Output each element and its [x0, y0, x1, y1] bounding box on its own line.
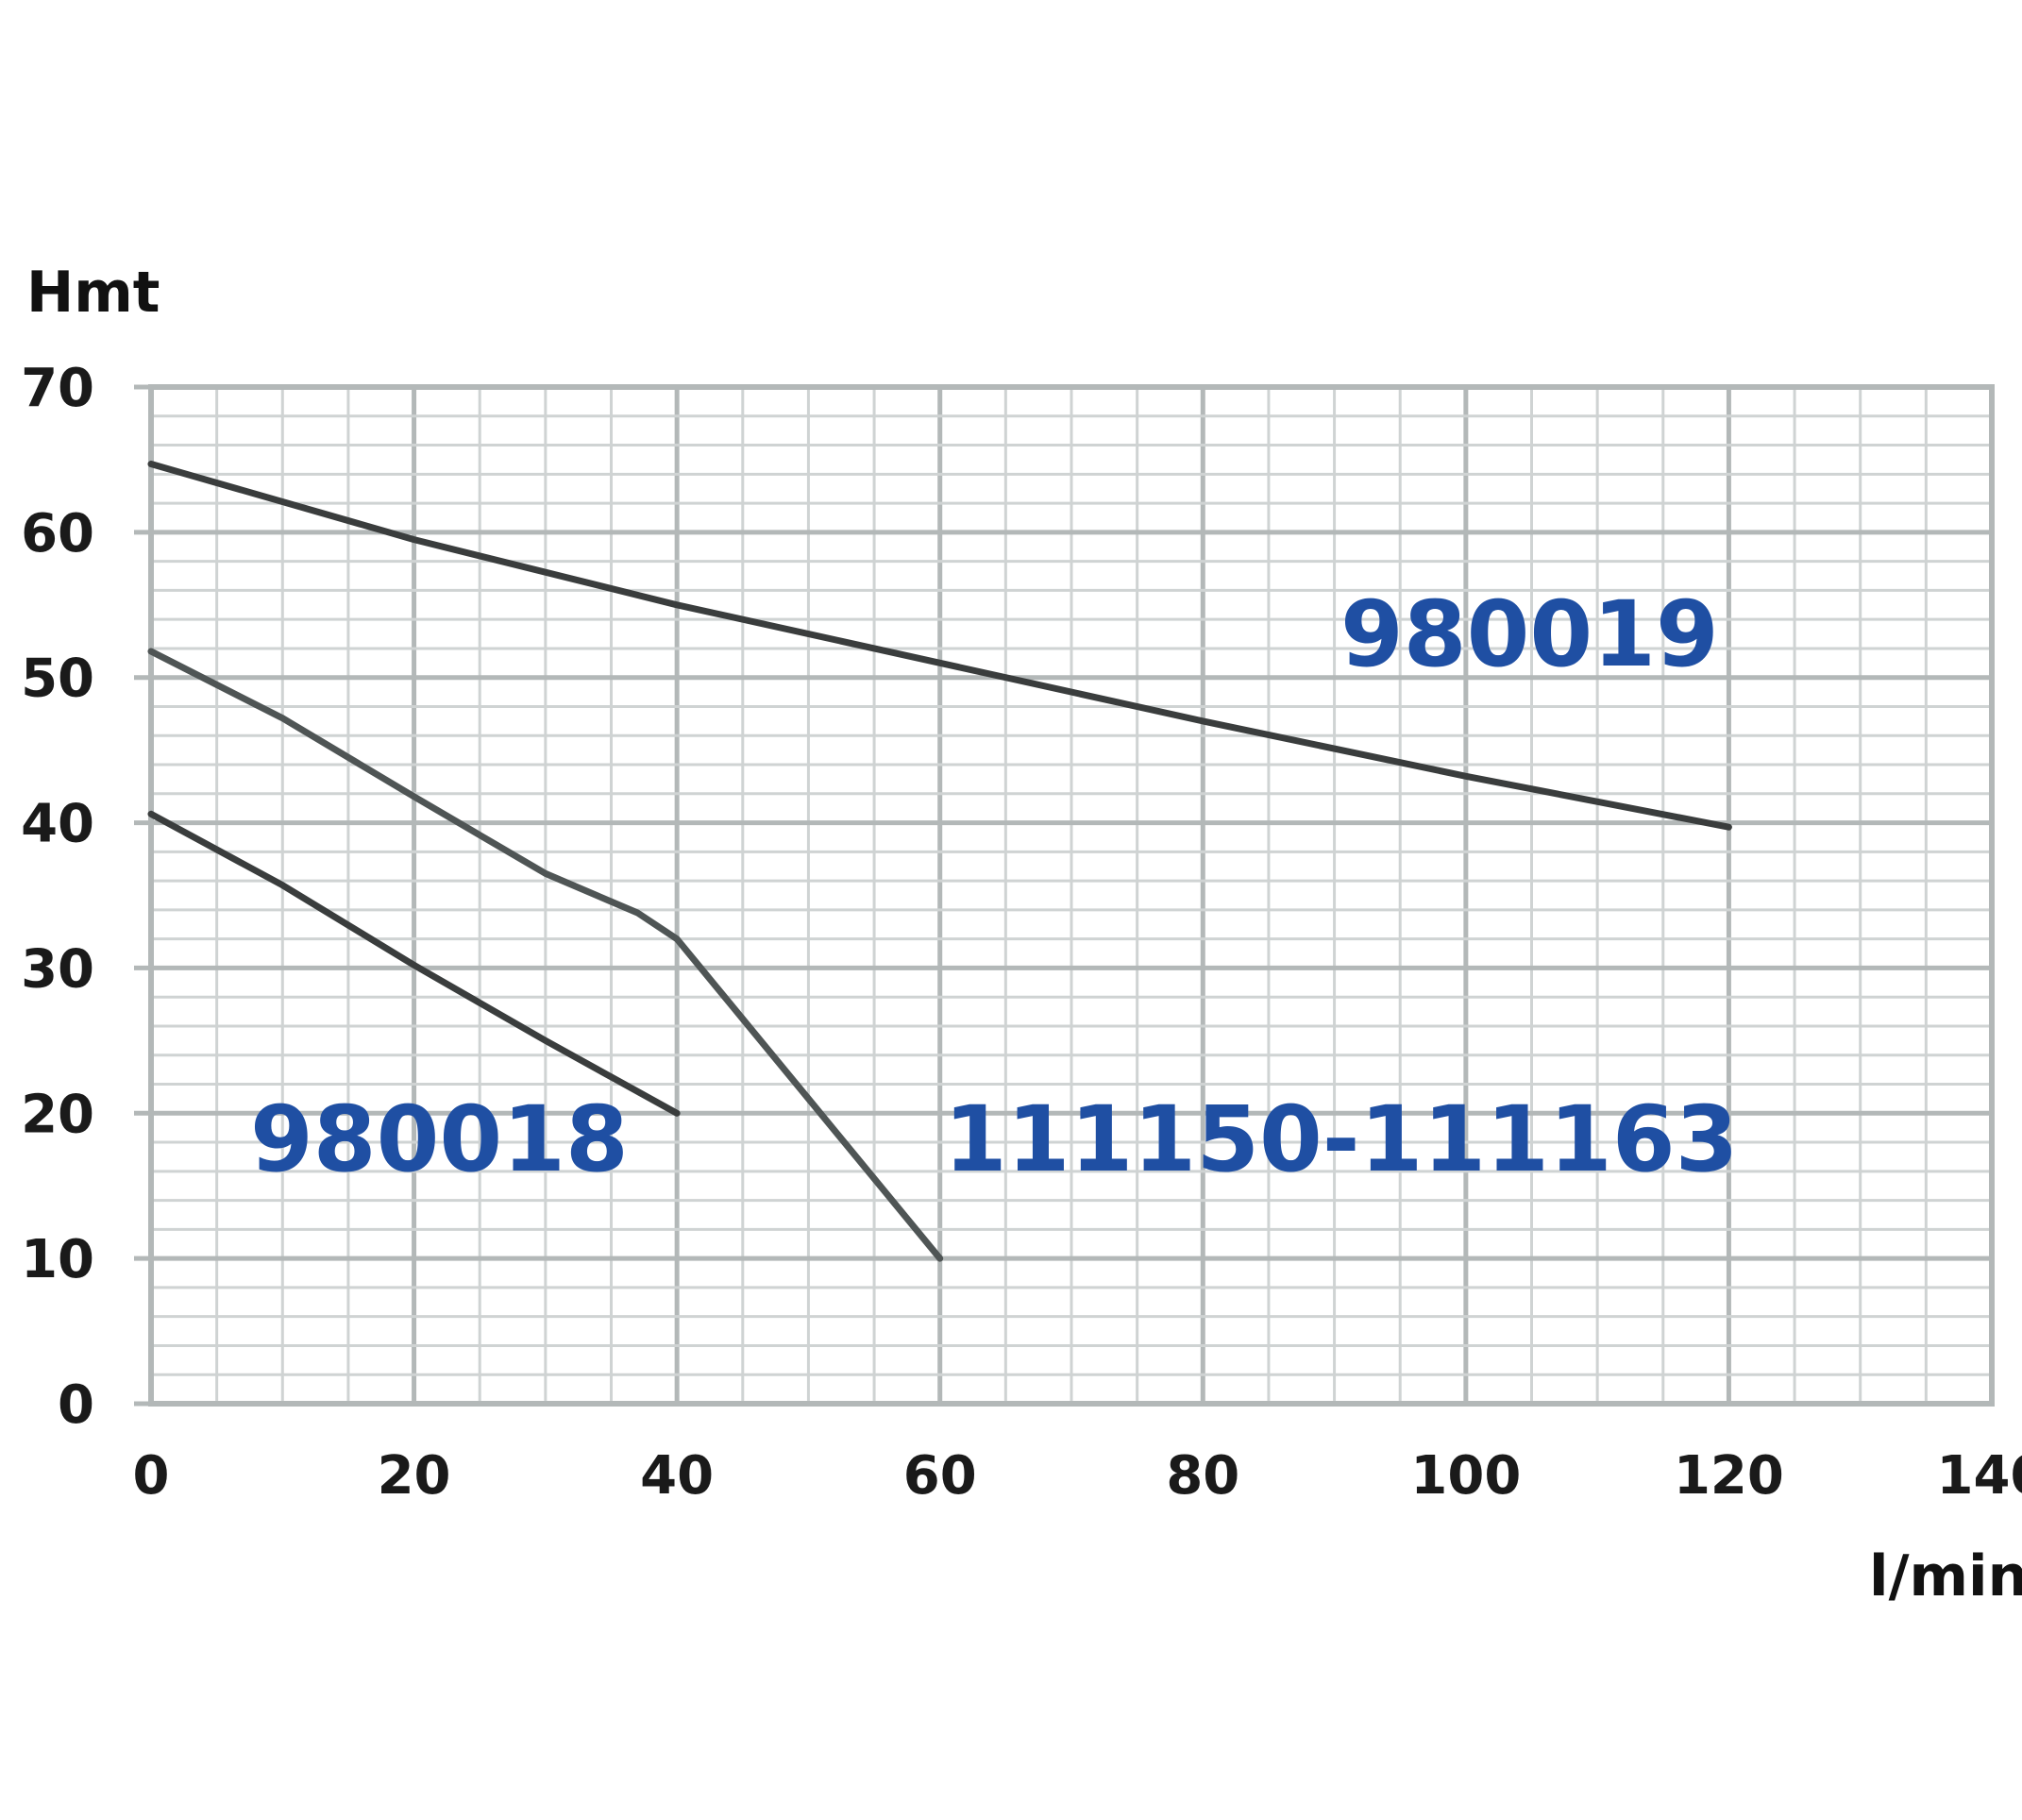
x-axis-label: l/min	[1869, 1543, 2022, 1609]
plot-frame	[148, 384, 1995, 1407]
y-tick-label: 30	[21, 938, 94, 1000]
x-tick-label: 40	[640, 1445, 714, 1507]
y-tick-label: 20	[21, 1084, 94, 1145]
x-tick-label: 60	[903, 1445, 977, 1507]
series-label-980019: 980019	[1340, 581, 1719, 687]
series-label-980018: 980018	[250, 1087, 629, 1192]
x-tick-label: 120	[1674, 1445, 1784, 1507]
series-line-111150-111163	[147, 648, 944, 1262]
y-axis-ticks: 0 10 20 30 40 50 60 70	[21, 358, 94, 1436]
x-tick-label: 100	[1410, 1445, 1521, 1507]
series-curves	[147, 461, 1732, 1262]
x-tick-label: 80	[1166, 1445, 1239, 1507]
series-line-980019	[147, 461, 1732, 831]
series-label-111150-111163: 111150-111163	[944, 1087, 1738, 1192]
y-tick-label: 40	[21, 794, 94, 855]
y-tick-label: 50	[21, 649, 94, 710]
x-tick-label: 20	[378, 1445, 451, 1507]
y-tick-label: 10	[21, 1229, 94, 1290]
y-tick-label: 70	[21, 358, 94, 419]
y-tick-label: 60	[21, 503, 94, 565]
y-tick-label: 0	[58, 1374, 94, 1436]
y-axis-label: Hmt	[26, 260, 160, 326]
x-tick-label: 140	[1937, 1445, 2022, 1507]
x-axis-ticks: 0 20 40 60 80 100 120 140	[133, 1445, 2022, 1507]
x-tick-label: 0	[133, 1445, 170, 1507]
series-line-980018	[147, 810, 681, 1117]
